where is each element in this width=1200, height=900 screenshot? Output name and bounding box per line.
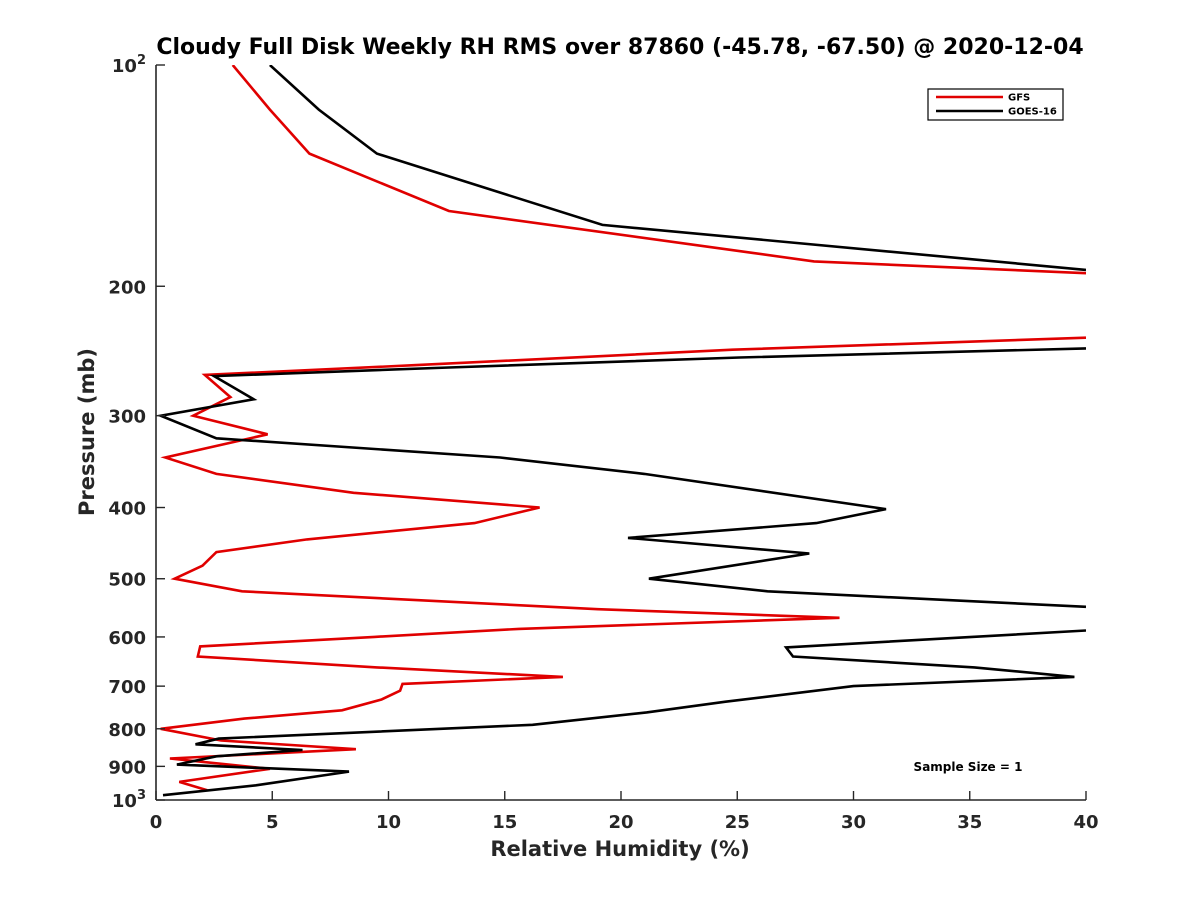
legend-label-gfs: GFS: [1008, 93, 1030, 104]
x-tick-label: 20: [608, 812, 633, 833]
chart-title: Cloudy Full Disk Weekly RH RMS over 8786…: [156, 35, 1083, 60]
y-tick-label: 600: [108, 628, 146, 649]
y-tick-base: 10: [112, 791, 137, 812]
y-tick-label: 400: [108, 499, 146, 520]
y-axis-label: Pressure (mb): [75, 348, 99, 516]
y-tick-exponent: 3: [137, 788, 146, 803]
x-axis-label: Relative Humidity (%): [490, 837, 749, 861]
x-tick-label: 40: [1073, 812, 1098, 833]
plot-area: 0 5 10 15 20 25 30 35 40102200300400500600700800…: [108, 53, 1098, 833]
y-tick-exponent: 2: [137, 53, 146, 68]
legend-box: [927, 88, 1064, 121]
y-tick-label: 200: [108, 277, 146, 298]
y-tick-label: 102: [112, 53, 146, 77]
series-line-goes-16: [156, 65, 1086, 797]
x-tick-label: 25: [725, 812, 750, 833]
legend: GFS GOES-16: [927, 88, 1064, 121]
x-tick-label: 5: [266, 812, 279, 833]
y-tick-base: 10: [112, 56, 137, 77]
y-tick-label: 500: [108, 570, 146, 591]
y-tick-label: 900: [108, 757, 146, 778]
y-tick-label: 800: [108, 720, 146, 741]
y-tick-label: 103: [112, 788, 146, 812]
x-tick-label: 35: [957, 812, 982, 833]
sample-size-annotation: Sample Size = 1: [914, 760, 1023, 774]
y-tick-label: 300: [108, 407, 146, 428]
x-tick-label: 10: [376, 812, 401, 833]
y-tick-label: 700: [108, 677, 146, 698]
x-tick-label: 15: [492, 812, 517, 833]
legend-label-goes-16: GOES-16: [1008, 107, 1057, 118]
x-tick-label: 0: [150, 812, 163, 833]
x-tick-label: 30: [841, 812, 866, 833]
